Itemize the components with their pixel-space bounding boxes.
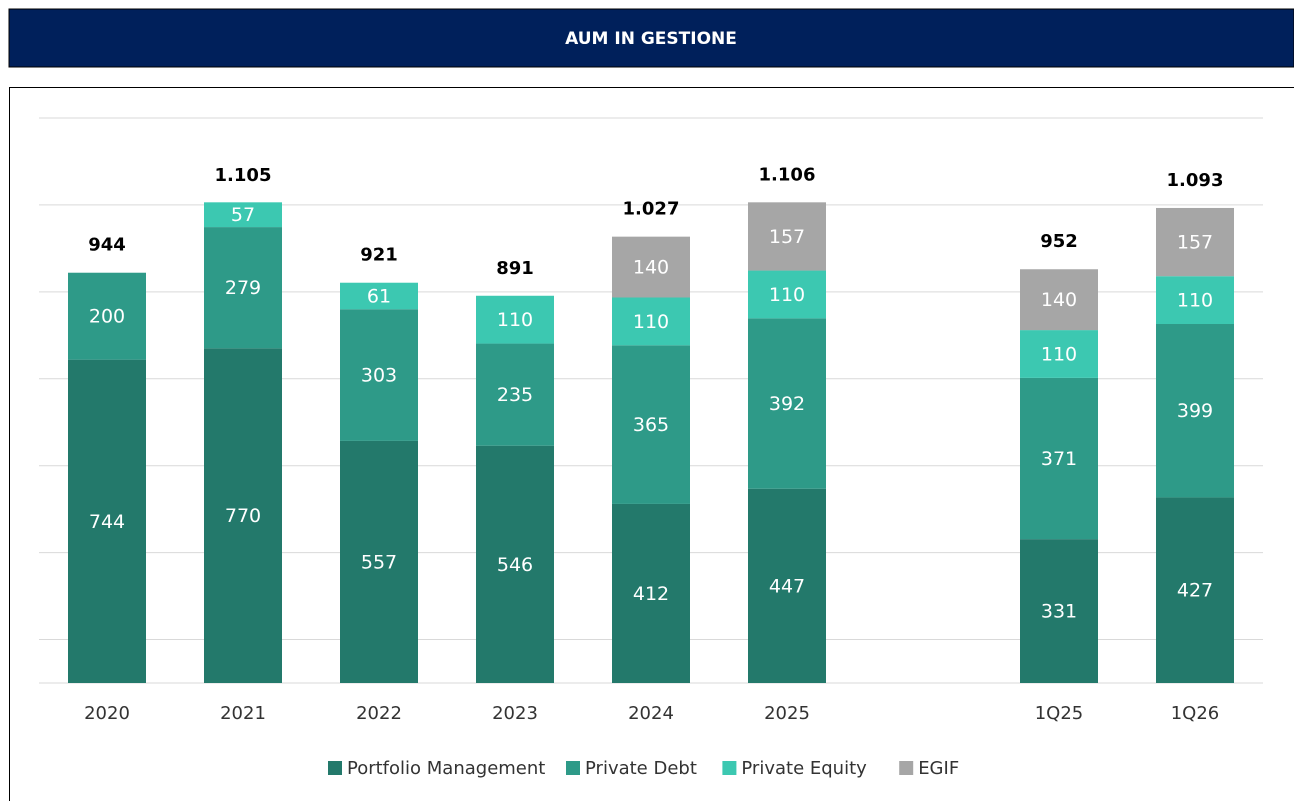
x-tick-label: 2022: [356, 703, 402, 724]
data-label: 61: [367, 285, 391, 307]
legend-label: Private Debt: [585, 758, 697, 779]
legend-swatch: [328, 761, 342, 775]
x-tick-label: 2025: [764, 703, 810, 724]
total-label: 1.093: [1167, 170, 1224, 191]
total-label: 1.106: [759, 164, 816, 185]
data-label: 110: [633, 311, 669, 333]
data-label: 110: [769, 284, 805, 306]
x-tick-label: 2020: [84, 703, 130, 724]
legend-swatch: [566, 761, 580, 775]
x-tick-label: 2021: [220, 703, 266, 724]
data-label: 392: [769, 393, 805, 415]
x-tick-label: 2023: [492, 703, 538, 724]
data-label: 331: [1041, 601, 1077, 623]
total-label: 952: [1040, 231, 1078, 252]
data-label: 157: [769, 226, 805, 248]
data-label: 140: [633, 257, 669, 279]
data-label: 235: [497, 384, 533, 406]
data-label: 399: [1177, 400, 1213, 422]
header-title: AUM IN GESTIONE: [565, 29, 737, 49]
data-label: 744: [89, 511, 125, 533]
x-tick-label: 2024: [628, 703, 674, 724]
data-label: 157: [1177, 232, 1213, 254]
total-label: 1.105: [215, 165, 272, 186]
data-label: 57: [231, 204, 255, 226]
legend-label: EGIF: [918, 758, 959, 779]
x-tick-label: 1Q25: [1035, 703, 1084, 724]
data-label: 140: [1041, 289, 1077, 311]
data-label: 110: [1177, 290, 1213, 312]
data-label: 365: [633, 414, 669, 436]
data-label: 279: [225, 277, 261, 299]
data-label: 412: [633, 583, 669, 605]
legend-label: Portfolio Management: [347, 758, 545, 779]
legend-label: Private Equity: [741, 758, 867, 779]
data-label: 303: [361, 365, 397, 387]
data-label: 447: [769, 575, 805, 597]
legend-swatch: [899, 761, 913, 775]
data-label: 546: [497, 554, 533, 576]
data-label: 200: [89, 306, 125, 328]
data-label: 371: [1041, 448, 1077, 470]
total-label: 891: [496, 258, 534, 279]
total-label: 921: [360, 245, 398, 266]
data-label: 557: [361, 551, 397, 573]
data-label: 770: [225, 505, 261, 527]
data-label: 110: [497, 309, 533, 331]
total-label: 944: [88, 235, 126, 256]
data-label: 110: [1041, 343, 1077, 365]
data-label: 427: [1177, 580, 1213, 602]
total-label: 1.027: [623, 199, 680, 220]
x-tick-label: 1Q26: [1171, 703, 1220, 724]
legend-swatch: [722, 761, 736, 775]
